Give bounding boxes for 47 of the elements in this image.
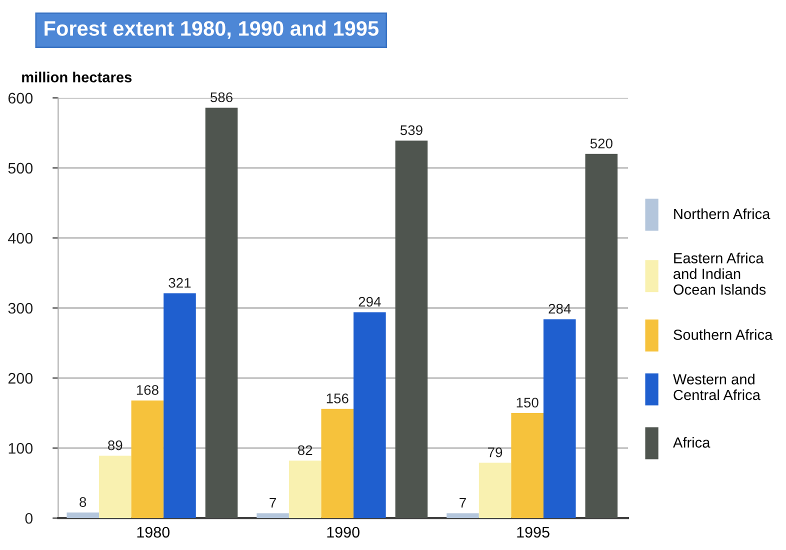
y-tick-label: 0 xyxy=(25,512,33,524)
y-axis-title: million hectares xyxy=(22,72,132,82)
bar xyxy=(66,512,100,518)
x-tick-label: 1980 xyxy=(137,526,170,538)
data-label: 7 xyxy=(460,498,466,508)
bar xyxy=(543,319,576,518)
data-label: 8 xyxy=(80,497,86,507)
data-label: 7 xyxy=(270,498,276,508)
data-label: 79 xyxy=(488,447,502,458)
data-label: 156 xyxy=(326,393,348,404)
data-label: 520 xyxy=(590,138,612,148)
y-tick-label: 500 xyxy=(8,162,33,174)
data-label: 294 xyxy=(358,296,381,307)
data-label: 321 xyxy=(168,278,191,288)
chart-title: Forest extent 1980, 1990 and 1995 xyxy=(44,20,378,39)
bar xyxy=(446,513,479,518)
data-label: 284 xyxy=(548,304,571,314)
legend-label: Africa xyxy=(672,436,710,448)
legend-label: Eastern Africa and Indian Ocean Islands xyxy=(674,252,766,295)
bar xyxy=(478,462,512,518)
legend-label: Western and Central Africa xyxy=(673,374,760,400)
data-label: 539 xyxy=(400,125,422,136)
bar xyxy=(395,140,428,518)
data-label: 150 xyxy=(516,398,538,408)
bar xyxy=(354,312,386,518)
bar xyxy=(256,513,289,518)
bar xyxy=(511,413,544,518)
data-label: 89 xyxy=(108,440,122,450)
bar xyxy=(164,293,196,518)
data-label: 168 xyxy=(136,385,158,395)
data-label: 82 xyxy=(298,445,312,456)
y-tick-label: 400 xyxy=(8,232,33,244)
y-tick-label: 300 xyxy=(8,302,33,314)
y-tick-label: 600 xyxy=(8,92,33,104)
bar xyxy=(131,400,164,518)
legend-label: Northern Africa xyxy=(674,208,770,220)
data-label: 586 xyxy=(210,92,232,102)
y-tick-label: 100 xyxy=(8,442,33,454)
legend-label: Southern Africa xyxy=(674,329,773,340)
bar xyxy=(205,108,238,518)
bar xyxy=(288,460,322,518)
x-tick-label: 1995 xyxy=(517,526,550,538)
y-tick-label: 200 xyxy=(8,372,33,384)
x-tick-label: 1990 xyxy=(327,526,360,538)
bar xyxy=(585,154,618,518)
bar xyxy=(321,408,354,518)
bar xyxy=(99,456,132,518)
